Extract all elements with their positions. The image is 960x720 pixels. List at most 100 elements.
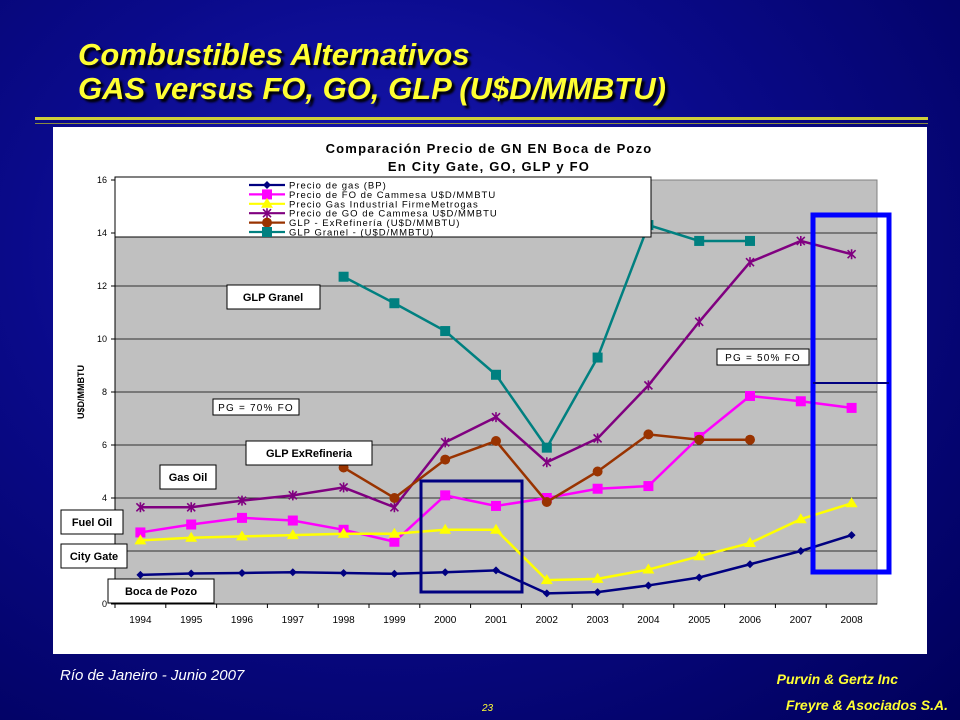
x-tick-label: 2000: [434, 615, 457, 626]
annotation-city-gate: City Gate: [70, 551, 118, 563]
annotation-pg-50: PG = 50% FO: [725, 353, 801, 364]
data-point: [286, 529, 299, 540]
x-tick-label: 1998: [332, 615, 355, 626]
data-point: [745, 434, 755, 445]
data-point: [135, 502, 145, 513]
data-point: [491, 436, 501, 447]
data-point: [440, 454, 451, 465]
price-comparison-chart: 0246810121416 19941995199619971998199920…: [60, 141, 892, 626]
data-point: [491, 412, 501, 423]
data-point: [491, 369, 501, 380]
data-point: [695, 573, 704, 582]
legend-swatch-marker: [263, 181, 271, 189]
annotation-glp-granel: GLP Granel: [243, 292, 303, 304]
series-0: [136, 531, 856, 598]
legend-label: GLP Granel - (U$D/MMBTU): [289, 228, 434, 239]
x-tick-label: 2002: [536, 615, 559, 626]
series-2: [134, 497, 858, 585]
data-point: [441, 568, 450, 577]
x-tick-label: 1996: [231, 615, 254, 626]
data-point: [389, 536, 400, 547]
data-point: [746, 560, 754, 569]
annotation-pg-70: PG = 70% FO: [218, 403, 294, 414]
data-point: [795, 396, 806, 407]
x-tick-label: 2001: [485, 615, 508, 626]
legend-swatch-marker: [262, 189, 272, 200]
data-point: [591, 572, 604, 583]
series-3: [135, 235, 857, 513]
data-point: [491, 500, 501, 511]
data-point: [339, 568, 348, 577]
highlight-boxes: [419, 212, 892, 594]
legend-swatch-marker: [262, 217, 272, 228]
series-1: [135, 390, 857, 547]
data-point: [288, 568, 297, 577]
data-point: [388, 527, 401, 538]
y-tick-label: 0: [102, 599, 107, 609]
x-tick-label: 1999: [383, 615, 406, 626]
title-divider-thin: [35, 123, 928, 124]
data-point: [745, 235, 755, 246]
data-point: [744, 537, 756, 548]
data-point: [540, 574, 553, 585]
x-tick-label: 2008: [840, 615, 863, 626]
data-point: [592, 352, 603, 363]
annotation-glp-exrefineria: GLP ExRefineria: [266, 448, 353, 460]
data-point: [694, 434, 705, 445]
data-point: [643, 380, 653, 391]
data-point: [593, 433, 603, 444]
data-point: [846, 402, 857, 413]
data-point: [439, 523, 452, 534]
data-point: [390, 569, 399, 578]
series-4: [338, 429, 755, 507]
x-tick-label: 2004: [637, 615, 660, 626]
data-point: [644, 581, 653, 590]
slide-title: Combustibles Alternativos GAS versus FO,…: [78, 38, 666, 106]
footer-location-date: Río de Janeiro - Junio 2007: [60, 667, 245, 684]
data-point: [593, 588, 602, 597]
data-point: [542, 589, 551, 598]
x-tick-label: 2007: [790, 615, 813, 626]
chart-panel: 0246810121416 19941995199619971998199920…: [53, 127, 927, 654]
legend-swatch-marker: [262, 227, 272, 237]
data-point: [847, 249, 857, 260]
data-point: [339, 482, 349, 493]
data-point: [492, 566, 500, 575]
legend-label: Precio de gas (BP): [289, 181, 387, 192]
data-point: [542, 457, 552, 468]
legend-label: GLP - ExRefinería (U$D/MMBTU): [289, 218, 460, 229]
annotations: GLP Granel GLP ExRefineria Gas Oil Fuel …: [60, 284, 810, 604]
slide-title-line1: Combustibles Alternativos: [78, 37, 470, 72]
data-point: [135, 527, 146, 538]
y-tick-label: 4: [102, 493, 107, 503]
data-point: [389, 298, 400, 309]
data-point: [541, 442, 552, 453]
data-point: [845, 497, 858, 508]
y-tick-label: 6: [102, 440, 107, 450]
legend-swatch-marker: [262, 208, 272, 219]
data-point: [236, 530, 248, 541]
data-point: [287, 515, 298, 526]
y-axis-label: U$D/MMBTU: [76, 365, 86, 419]
highlight-box-2000-2001: [419, 479, 524, 594]
data-point: [592, 483, 603, 494]
data-point: [136, 570, 145, 579]
x-tick-label: 1997: [282, 615, 305, 626]
footer-company-2: Freyre & Asociados S.A.: [785, 697, 948, 713]
data-point: [389, 502, 399, 513]
data-point: [338, 271, 349, 282]
data-point: [592, 466, 603, 477]
data-point: [642, 563, 655, 574]
annotation-gas-oil: Gas Oil: [169, 472, 208, 484]
data-point: [237, 512, 247, 523]
x-tick-label: 1995: [180, 615, 203, 626]
data-point: [541, 496, 552, 507]
data-point: [745, 257, 755, 268]
legend: Precio de gas (BP)Precio de FO de Cammes…: [114, 176, 652, 239]
y-tick-label: 8: [102, 387, 107, 397]
data-point: [694, 316, 704, 327]
data-point: [796, 235, 806, 246]
data-point: [694, 235, 705, 246]
x-tick-label: 2006: [739, 615, 762, 626]
data-point: [745, 390, 755, 401]
